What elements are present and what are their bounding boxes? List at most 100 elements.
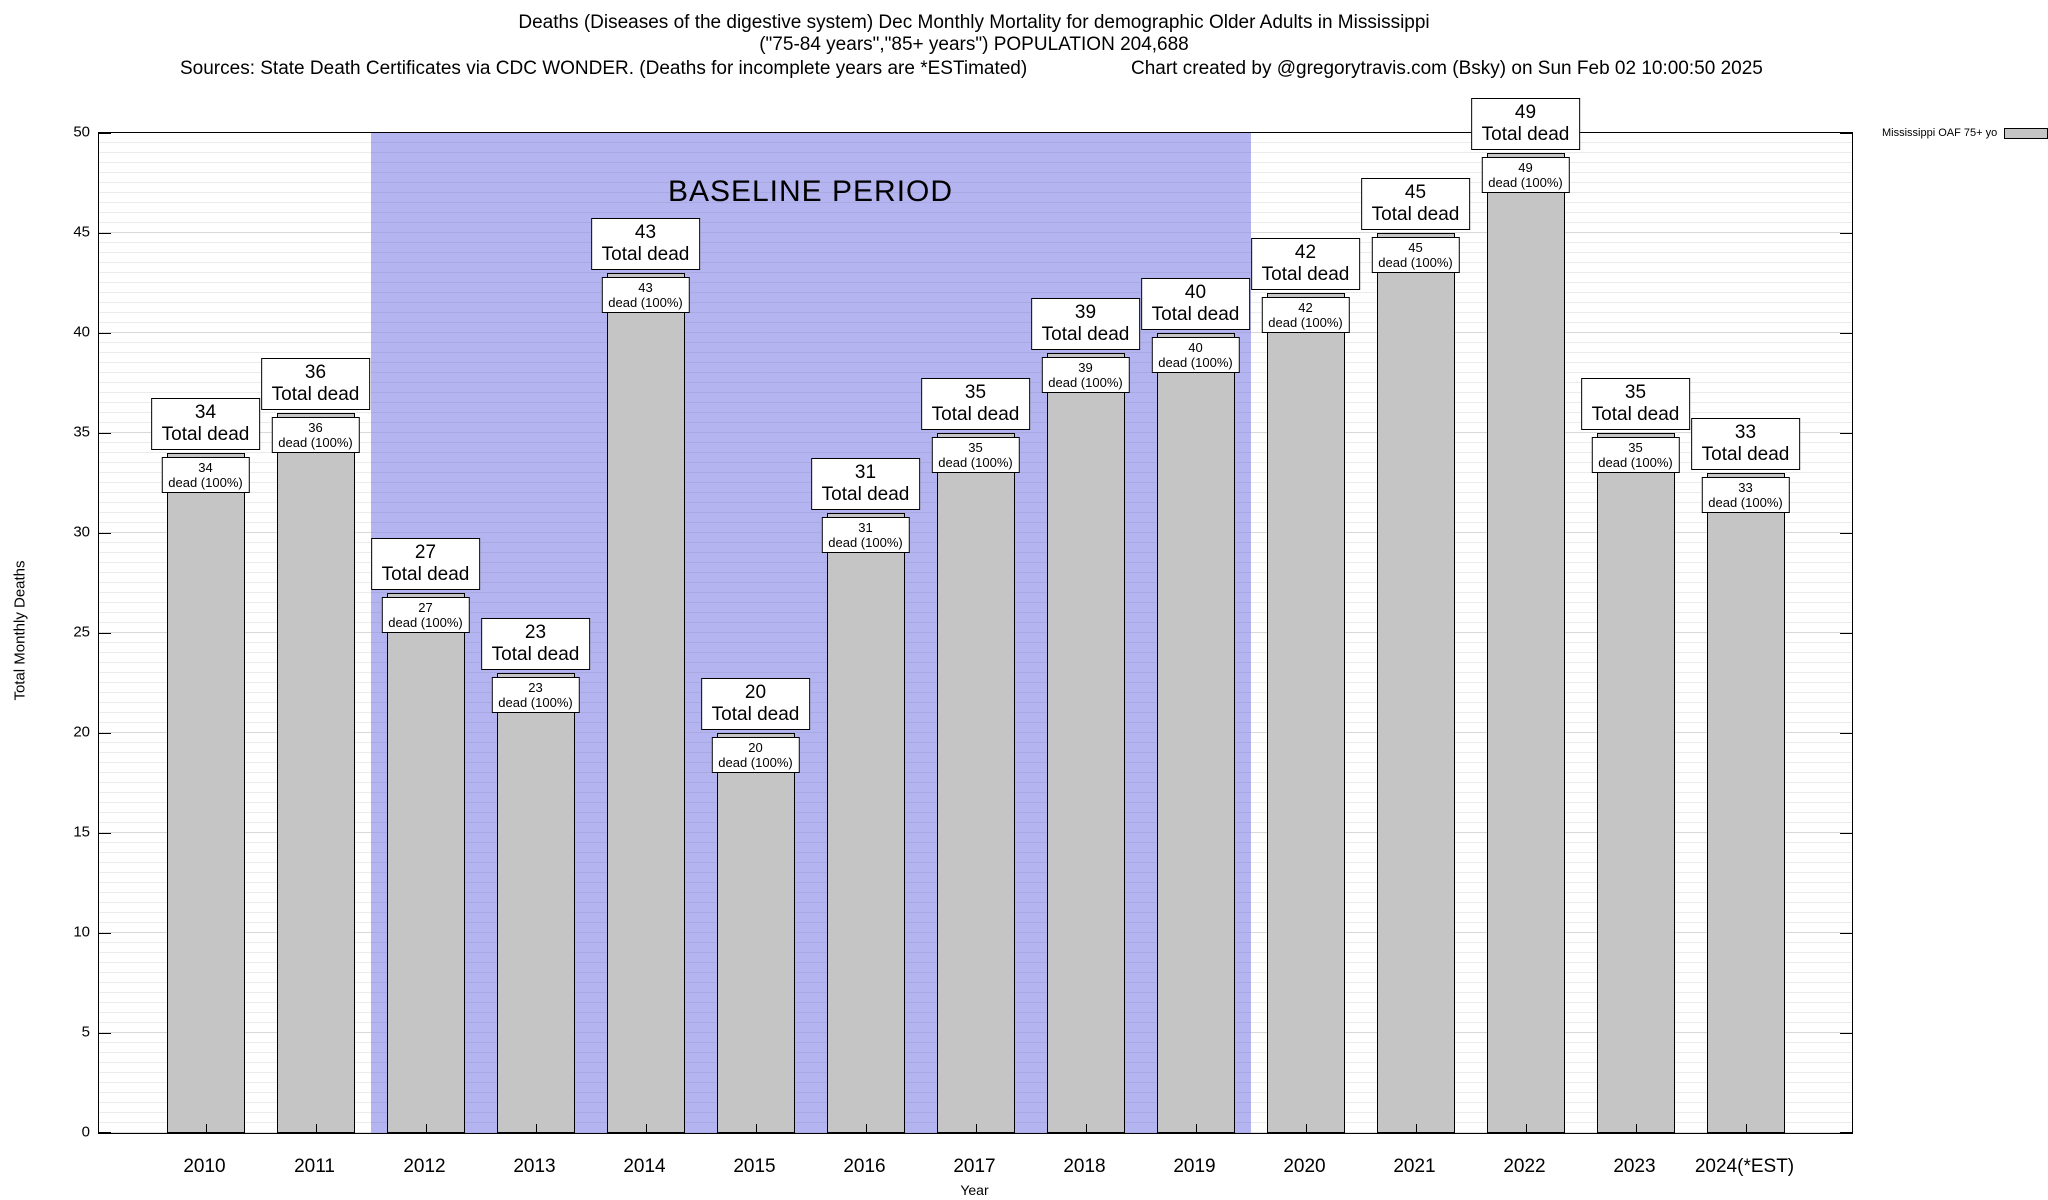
y-tick-mark — [1840, 133, 1852, 134]
bar-total-label: 20 Total dead — [700, 678, 811, 730]
x-tick-label: 2024(*EST) — [1694, 1156, 1795, 1177]
x-tick-mark — [1305, 1124, 1307, 1133]
y-tick-label: 25 — [73, 623, 90, 641]
y-tick-mark — [99, 233, 111, 234]
bar-inner-label: 36 dead (100%) — [271, 417, 360, 453]
y-tick-label: 15 — [73, 823, 90, 841]
x-tick-mark — [1195, 1124, 1197, 1133]
bar-inner-label: 33 dead (100%) — [1701, 477, 1790, 513]
y-tick-label: 45 — [73, 223, 90, 241]
x-tick-label: 2020 — [1283, 1156, 1326, 1177]
y-tick-mark — [1840, 233, 1852, 234]
bar-inner-label: 35 dead (100%) — [931, 437, 1020, 473]
y-tick-label: 50 — [73, 123, 90, 141]
legend-label: Mississippi OAF 75+ yo — [1882, 127, 1998, 139]
y-tick-mark — [99, 333, 111, 334]
bar-total-label: 49 Total dead — [1470, 98, 1581, 150]
bar — [716, 733, 795, 1133]
bar-inner-label: 45 dead (100%) — [1371, 237, 1460, 273]
x-tick-label: 2022 — [1503, 1156, 1546, 1177]
x-tick-label: 2016 — [843, 1156, 886, 1177]
y-tick-mark — [1840, 533, 1852, 534]
y-tick-label: 5 — [81, 1023, 90, 1041]
bar — [276, 413, 355, 1133]
y-tick-label: 30 — [73, 523, 90, 541]
bar-total-label: 34 Total dead — [150, 398, 261, 450]
bar-total-label: 43 Total dead — [590, 218, 701, 270]
x-tick-label: 2023 — [1613, 1156, 1656, 1177]
bar-total-label: 36 Total dead — [260, 358, 371, 410]
bar — [496, 673, 575, 1133]
x-tick-mark — [1415, 1124, 1417, 1133]
y-tick-mark — [99, 733, 111, 734]
x-tick-mark — [865, 1124, 867, 1133]
bar-inner-label: 34 dead (100%) — [161, 457, 250, 493]
bar — [1156, 333, 1235, 1133]
bar-total-label: 39 Total dead — [1030, 298, 1141, 350]
x-axis-tick-labels: 2010 2011 2012 2013 2014 2015 2016 2017 2018 2019… — [98, 1156, 1851, 1180]
y-tick-label: 0 — [81, 1123, 90, 1141]
x-tick-label: 2012 — [403, 1156, 446, 1177]
bar-inner-label: 40 dead (100%) — [1151, 337, 1240, 373]
y-tick-mark — [99, 433, 111, 434]
bar-inner-label: 49 dead (100%) — [1481, 157, 1570, 193]
bar-total-label: 35 Total dead — [920, 378, 1031, 430]
bar-total-label: 35 Total dead — [1580, 378, 1691, 430]
bar — [1706, 473, 1785, 1133]
y-tick-mark — [99, 133, 111, 134]
bar-inner-label: 31 dead (100%) — [821, 517, 910, 553]
sources-note: Sources: State Death Certificates via CD… — [180, 58, 1028, 79]
bar — [936, 433, 1015, 1133]
legend-swatch — [2004, 127, 2048, 139]
x-tick-label: 2019 — [1173, 1156, 1216, 1177]
bar — [1376, 233, 1455, 1133]
x-tick-label: 2015 — [733, 1156, 776, 1177]
bar-inner-label: 23 dead (100%) — [491, 677, 580, 713]
y-tick-mark — [1840, 633, 1852, 634]
x-tick-label: 2017 — [953, 1156, 996, 1177]
x-tick-label: 2014 — [623, 1156, 666, 1177]
bar-total-label: 27 Total dead — [370, 538, 481, 590]
y-tick-label: 20 — [73, 723, 90, 741]
y-tick-label: 35 — [73, 423, 90, 441]
y-tick-label: 10 — [73, 923, 90, 941]
x-tick-mark — [755, 1124, 757, 1133]
y-axis-tick-labels: 0 5 10 15 20 25 30 35 40 45 50 — [42, 124, 90, 1141]
chart-subtitle: ("75-84 years","85+ years") POPULATION 2… — [759, 34, 1189, 55]
chart-title: Deaths (Diseases of the digestive system… — [518, 12, 1430, 33]
bar-inner-label: 39 dead (100%) — [1041, 357, 1130, 393]
y-tick-mark — [1840, 733, 1852, 734]
bar-total-label: 45 Total dead — [1360, 178, 1471, 230]
chart-notes-row: Sources: State Death Certificates via CD… — [0, 58, 2048, 82]
y-tick-mark — [99, 933, 111, 934]
y-tick-mark — [1840, 833, 1852, 834]
x-tick-mark — [535, 1124, 537, 1133]
bar — [166, 453, 245, 1133]
x-tick-mark — [425, 1124, 427, 1133]
bar — [1486, 153, 1565, 1133]
bar-total-label: 23 Total dead — [480, 618, 591, 670]
y-tick-mark — [1840, 1033, 1852, 1034]
x-tick-mark — [975, 1124, 977, 1133]
x-tick-mark — [645, 1124, 647, 1133]
baseline-period-label: BASELINE PERIOD — [667, 175, 954, 208]
x-tick-label: 2010 — [183, 1156, 226, 1177]
x-tick-mark — [1085, 1124, 1087, 1133]
x-axis-title: Year — [960, 1182, 989, 1198]
credit-note: Chart created by @gregorytravis.com (Bsk… — [1131, 58, 1763, 79]
y-tick-mark — [99, 633, 111, 634]
plot-area: BASELINE PERIOD 34 Total dead 34 dead (100%… — [98, 98, 1853, 1134]
bar-total-label: 31 Total dead — [810, 458, 921, 510]
x-tick-mark — [315, 1124, 317, 1133]
x-tick-mark — [1745, 1124, 1747, 1133]
bar-inner-label: 35 dead (100%) — [1591, 437, 1680, 473]
bar — [1266, 293, 1345, 1133]
y-tick-mark — [99, 533, 111, 534]
y-tick-mark — [1840, 433, 1852, 434]
x-tick-label: 2018 — [1063, 1156, 1106, 1177]
bar-total-label: 33 Total dead — [1690, 418, 1801, 470]
legend: Mississippi OAF 75+ yo — [1882, 127, 2048, 139]
y-tick-mark — [1840, 1132, 1852, 1133]
x-tick-mark — [1635, 1124, 1637, 1133]
